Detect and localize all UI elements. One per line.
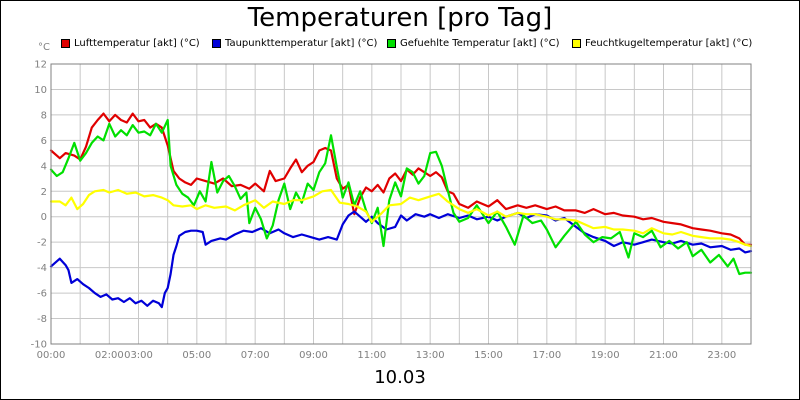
series-line-1 <box>49 210 753 309</box>
y-tick-label: -6 <box>37 289 47 300</box>
y-tick-label: 12 <box>34 60 47 71</box>
y-unit-label: °C <box>38 42 50 53</box>
x-tick-label: 17:00 <box>532 350 561 361</box>
y-tick-label: -4 <box>37 263 47 274</box>
y-tick-label: -2 <box>37 238 47 249</box>
x-tick-label: 19:00 <box>591 350 620 361</box>
legend-swatch-lufttemperatur <box>61 39 70 48</box>
legend: Lufttemperatur [akt] (°C) Taupunkttemper… <box>1 38 799 54</box>
x-tick-label: 13:00 <box>416 350 445 361</box>
y-tick-label: 8 <box>41 110 47 121</box>
x-tick-label: 23:00 <box>707 350 736 361</box>
y-tick-label: 0 <box>41 212 47 223</box>
legend-label-gefuehlte-temperatur: Gefuehlte Temperatur [akt] (°C) <box>400 38 560 49</box>
x-tick-label: 00:00 <box>37 350 66 361</box>
y-tick-label: 2 <box>41 187 47 198</box>
series-line-0 <box>49 112 753 246</box>
legend-item-taupunkttemperatur: Taupunkttemperatur [akt] (°C) <box>212 38 377 49</box>
y-tick-label: 6 <box>41 136 47 147</box>
legend-swatch-feuchtkugeltemperatur <box>572 39 581 48</box>
legend-item-gefuehlte-temperatur: Gefuehlte Temperatur [akt] (°C) <box>387 38 559 49</box>
legend-label-taupunkttemperatur: Taupunkttemperatur [akt] (°C) <box>225 38 378 49</box>
x-tick-label: 09:00 <box>299 350 328 361</box>
x-tick-label: 03:00 <box>124 350 153 361</box>
legend-item-lufttemperatur: Lufttemperatur [akt] (°C) <box>61 38 200 49</box>
x-tick-label: 07:00 <box>241 350 270 361</box>
legend-swatch-gefuehlte-temperatur <box>387 39 396 48</box>
series-lines <box>49 112 753 309</box>
y-tick-label: -10 <box>31 340 47 351</box>
legend-item-feuchtkugeltemperatur: Feuchtkugeltemperatur [akt] (°C) <box>572 38 752 49</box>
axis-ticks: -10 -8 -6 -4 -2 0 2 4 6 8 10 12 00:00 02:00 03:00 05:00… <box>31 60 737 362</box>
legend-label-feuchtkugeltemperatur: Feuchtkugeltemperatur [akt] (°C) <box>585 38 753 49</box>
y-tick-label: -8 <box>37 314 47 325</box>
chart-title: Temperaturen [pro Tag] <box>247 3 553 33</box>
x-tick-label: 05:00 <box>182 350 211 361</box>
series-line-3 <box>49 188 753 248</box>
date-label: 10.03 <box>374 367 426 388</box>
x-tick-label: 02:00 <box>95 350 124 361</box>
legend-label-lufttemperatur: Lufttemperatur [akt] (°C) <box>74 38 200 49</box>
plot-border <box>50 63 752 345</box>
y-tick-label: 4 <box>41 161 47 172</box>
x-tick-label: 21:00 <box>649 350 678 361</box>
x-tick-label: 15:00 <box>474 350 503 361</box>
y-tick-label: 10 <box>34 85 47 96</box>
x-tick-label: 11:00 <box>357 350 386 361</box>
legend-swatch-taupunkttemperatur <box>212 39 221 48</box>
